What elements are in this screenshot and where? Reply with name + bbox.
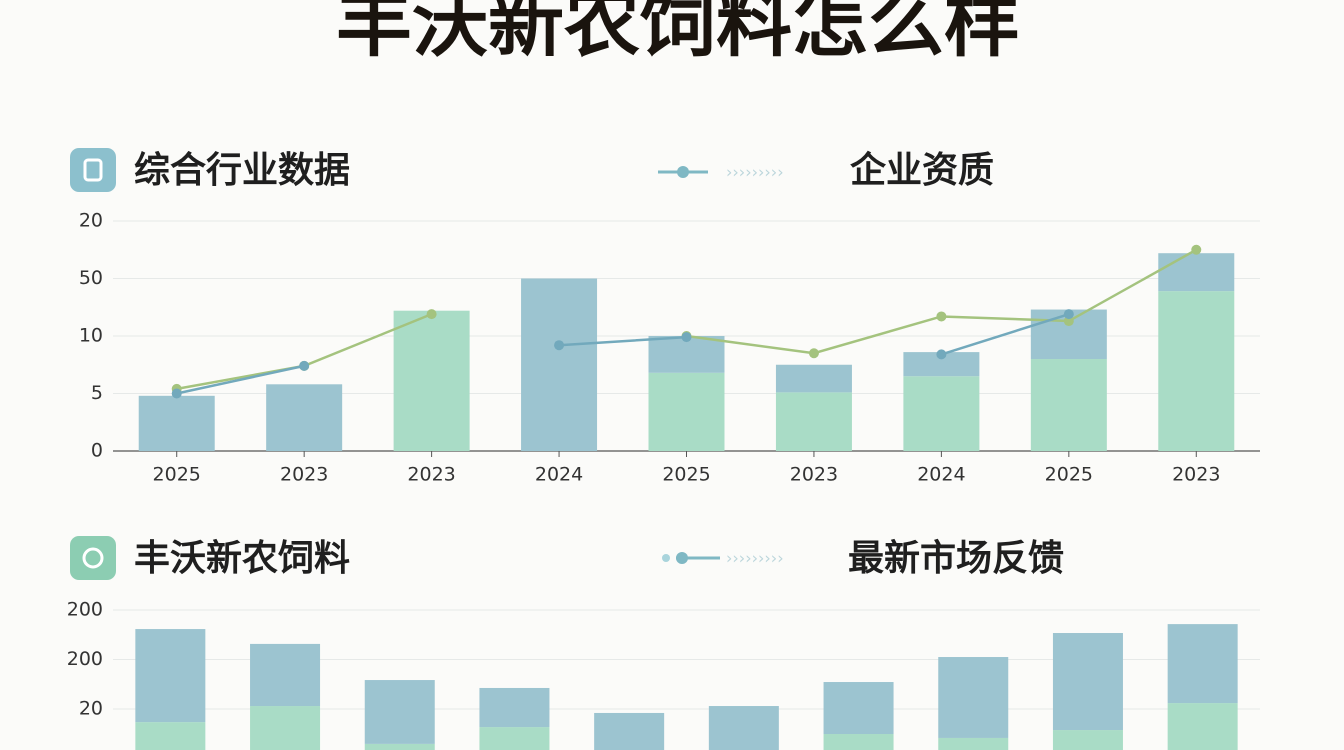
bar-segment: [1158, 253, 1235, 292]
bar-segment: [823, 682, 894, 734]
x-tick-label: 2025: [662, 464, 710, 486]
bar-segment: [823, 733, 894, 750]
line-point: [1063, 316, 1074, 327]
bar-segment: [135, 629, 206, 723]
line-point: [1063, 309, 1074, 320]
bar-segment: [594, 712, 665, 750]
bar-segment: [135, 722, 206, 750]
y-tick-label: 200: [67, 599, 103, 621]
section-icon: [70, 148, 116, 192]
x-tick-label: 2023: [407, 464, 455, 486]
bar-segment: [138, 395, 215, 451]
bar-segment: [479, 687, 550, 728]
bar-segment: [938, 657, 1009, 738]
bar-segment: [1167, 624, 1238, 704]
x-tick-label: 2025: [153, 464, 201, 486]
line-point: [426, 309, 437, 320]
legend-heading: 最新市场反馈: [848, 538, 1064, 579]
bar-segment: [938, 737, 1009, 750]
bar-segment: [393, 310, 470, 451]
line-series: [176, 312, 1070, 395]
bar-segment: [364, 680, 435, 744]
section-heading: 丰沃新农饲料: [134, 538, 350, 579]
x-tick-label: 2023: [1172, 464, 1220, 486]
line-point: [1191, 244, 1202, 255]
bar-segment: [250, 643, 321, 707]
bar-segment: [775, 364, 852, 393]
line-point: [681, 332, 692, 343]
x-tick-label: 2024: [917, 464, 965, 486]
section-heading: 综合行业数据: [134, 150, 350, 191]
bar-segment: [364, 743, 435, 750]
line-point: [299, 360, 310, 371]
bar-segment: [521, 278, 598, 451]
bar-segment: [1158, 291, 1235, 451]
legend-dot: [677, 166, 689, 178]
bar-segment: [479, 727, 550, 750]
legend-chevrons: ›››››››››: [726, 549, 784, 568]
bar-segment: [1167, 703, 1238, 750]
icon-glyph: [83, 158, 103, 182]
x-tick-label: 2024: [535, 464, 583, 486]
bar-segment: [250, 706, 321, 750]
x-tick-label: 2023: [790, 464, 838, 486]
bar-segment: [708, 706, 779, 750]
bar-segment: [903, 376, 980, 451]
x-tick-label: 2025: [1045, 464, 1093, 486]
section-icon: [70, 536, 116, 580]
icon-glyph: [82, 547, 104, 569]
line-point: [808, 348, 819, 359]
y-tick-label: 0: [91, 440, 103, 462]
line-point: [936, 349, 947, 360]
bar-segment: [1052, 730, 1123, 750]
legend-heading: 企业资质: [850, 149, 994, 191]
bar-segment: [1052, 633, 1123, 731]
y-tick-label: 5: [91, 382, 103, 404]
bar-segment: [775, 392, 852, 451]
bar-segment: [648, 372, 725, 451]
line-point: [554, 340, 565, 351]
legend-dot: [676, 552, 688, 564]
bar-segment: [266, 384, 343, 451]
page-title: 丰沃新农饲料怎么样: [336, 0, 1020, 67]
x-tick-label: 2023: [280, 464, 328, 486]
y-tick-label: 10: [79, 325, 103, 347]
legend-dot: [662, 554, 670, 562]
y-tick-label: 200: [67, 648, 103, 670]
line-point: [936, 311, 947, 322]
y-tick-label: 50: [79, 267, 103, 289]
bar-segment: [1030, 359, 1107, 451]
y-tick-label: 20: [79, 210, 103, 232]
line-point: [171, 388, 182, 399]
legend-chevrons: ›››››››››: [726, 163, 784, 182]
y-tick-label: 20: [79, 698, 103, 720]
